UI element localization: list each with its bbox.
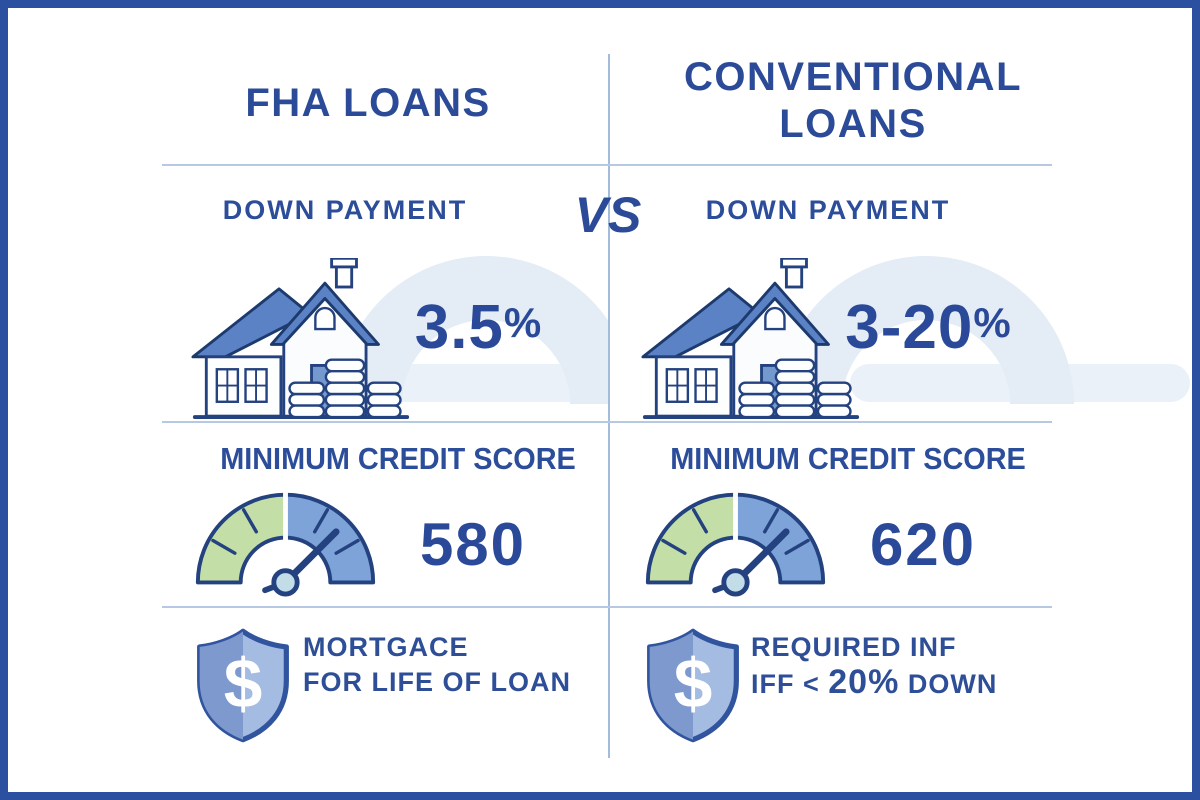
- insurance-right-line2-value: 20%: [828, 663, 900, 701]
- down-payment-label-right: DOWN PAYMENT: [705, 195, 951, 225]
- shield-dollar-icon: $: [647, 628, 739, 743]
- row-divider-down-payment: [162, 421, 1052, 423]
- insurance-right-line1: REQUIRED INF: [751, 632, 957, 662]
- shield-dollar-icon: $: [197, 628, 289, 743]
- row-divider-header: [162, 164, 1052, 166]
- vs-label: VS: [574, 187, 642, 243]
- insurance-left-line2: FOR LIFE OF LOAN: [303, 667, 571, 697]
- fha-column-title: FHA LOANS: [245, 81, 491, 125]
- column-divider: [608, 54, 610, 758]
- house-coins-icon: [641, 258, 860, 419]
- gauge-icon: [645, 490, 826, 597]
- insurance-right-line2: IFF < 20% DOWN: [751, 665, 997, 702]
- house-coins-icon: [191, 258, 410, 419]
- credit-score-value-right: 620: [869, 511, 977, 578]
- credit-score-value-left: 580: [419, 511, 527, 578]
- insurance-text-left: MORTGACE FOR LIFE OF LOAN: [303, 630, 571, 700]
- credit-score-label-right: MINIMUM CREDIT SCORE: [670, 441, 1026, 476]
- insurance-left-line1: MORTGACE: [303, 632, 469, 662]
- down-payment-value-right: 3-20%: [823, 292, 1033, 363]
- down-payment-number-right: 3-20: [845, 293, 974, 362]
- insurance-text-right: REQUIRED INF IFF < 20% DOWN: [751, 630, 997, 702]
- percent-sign: %: [973, 299, 1011, 346]
- insurance-right-line2-post: DOWN: [899, 669, 998, 699]
- insurance-right-line2-pre: IFF <: [751, 669, 829, 699]
- percent-sign: %: [503, 299, 542, 346]
- credit-score-label-left: MINIMUM CREDIT SCORE: [220, 441, 576, 476]
- gauge-icon: [195, 490, 376, 597]
- row-divider-credit-score: [162, 606, 1052, 608]
- down-payment-value-left: 3.5%: [383, 292, 573, 363]
- conventional-column-title: CONVENTIONAL LOANS: [684, 55, 1022, 146]
- svg-text:$: $: [674, 645, 713, 723]
- down-payment-label-left: DOWN PAYMENT: [222, 195, 468, 225]
- svg-text:$: $: [224, 645, 263, 723]
- down-payment-number-left: 3.5: [414, 293, 504, 362]
